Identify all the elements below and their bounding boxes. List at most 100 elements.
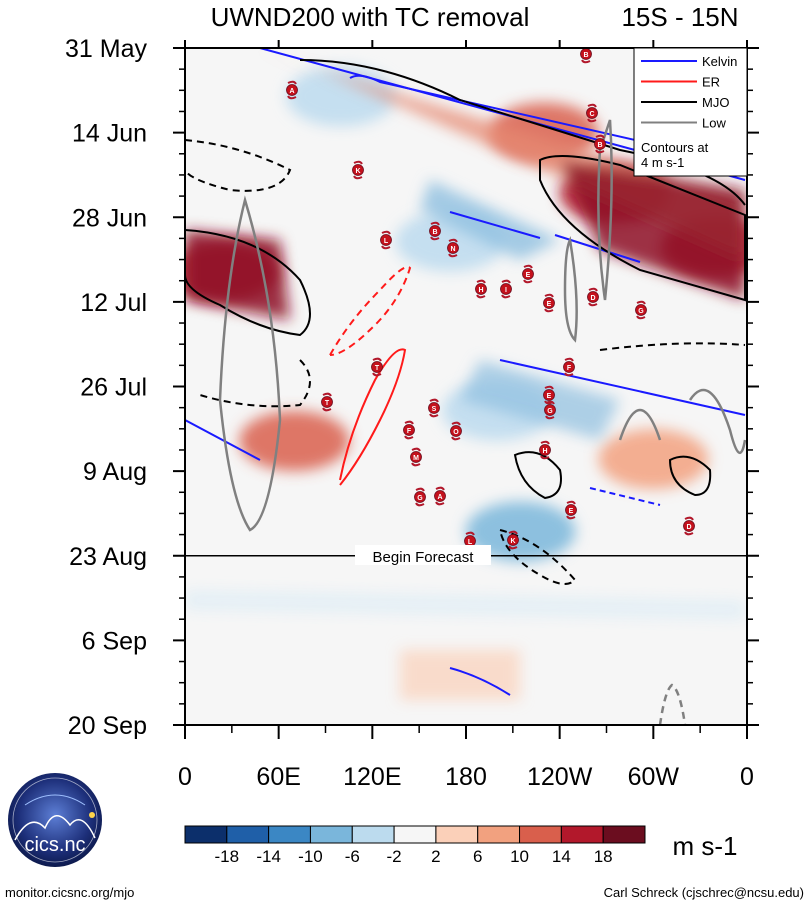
legend-label-er: ER [702, 75, 720, 90]
storm-label: L [468, 539, 473, 546]
storm-marker-e: E [565, 500, 577, 520]
storm-eye-icon [447, 242, 459, 254]
storm-arm-icon [451, 436, 461, 441]
storm-eye-icon [500, 283, 512, 295]
storm-label: L [384, 238, 389, 245]
storm-label: B [597, 142, 602, 149]
storm-arm-icon [404, 435, 414, 440]
storm-arm-icon [684, 516, 694, 521]
legend-label-low: Low [702, 116, 726, 131]
storm-eye-icon [352, 164, 364, 176]
storm-arm-icon [501, 279, 511, 284]
legend-label-mjo: MJO [702, 95, 729, 110]
storm-eye-icon [371, 361, 383, 373]
storm-arm-icon [564, 357, 574, 362]
storm-label: S [432, 406, 437, 413]
storm-marker-c: C [586, 103, 598, 123]
mjo-contour-dashed-4 [599, 342, 746, 351]
storm-marker-n: N [447, 238, 459, 258]
storm-marker-b: B [580, 48, 592, 64]
legend-box [633, 47, 748, 177]
storm-marker-b: B [594, 134, 606, 154]
storm-arm-icon [581, 59, 591, 64]
colorbar-tick-label: 10 [510, 847, 529, 866]
storm-arm-icon [430, 221, 440, 226]
storm-eye-icon [522, 268, 534, 280]
footer-right: Carl Schreck (cjschrec@ncsu.edu) [604, 885, 804, 900]
storm-arm-icon [372, 357, 382, 362]
storm-arm-icon [587, 118, 597, 123]
storm-label: A [437, 494, 442, 501]
storm-eye-icon [403, 424, 415, 436]
storm-marker-k: K [507, 530, 519, 550]
storm-label: G [417, 495, 423, 502]
colorbar-segment-9 [560, 825, 604, 844]
storm-eye-icon [594, 138, 606, 150]
storm-arm-icon [588, 287, 598, 292]
storm-marker-g: G [635, 300, 647, 320]
colorbar-segment-2 [268, 825, 311, 844]
logo-disc [8, 773, 102, 867]
storm-marker-k: K [352, 160, 364, 180]
kelvin-contour-8 [589, 487, 661, 506]
blue-band-2 [460, 360, 620, 440]
storm-arm-icon [523, 279, 533, 284]
storm-eye-icon [539, 444, 551, 456]
x-tick-label: 180 [445, 763, 487, 791]
storm-arm-icon [415, 487, 425, 492]
storm-arm-icon [435, 501, 445, 506]
storm-label: F [407, 428, 412, 435]
y-tick-label: 14 Jun [72, 120, 147, 148]
colorbar-segment-7 [477, 825, 521, 844]
storm-arm-icon [430, 236, 440, 241]
storm-arm-icon [415, 502, 425, 507]
storm-arm-icon [411, 462, 421, 467]
storm-marker-s: S [428, 398, 440, 418]
storm-marker-g: G [414, 487, 426, 507]
storm-arm-icon [353, 160, 363, 165]
storm-marker-h: H [539, 440, 551, 460]
tropical-cyclone-markers: B C B A K B L N E H I E D G F T E G T S F O M H G A E D L K [286, 48, 695, 551]
colorbar-tick-label: 2 [431, 847, 440, 866]
logo-orbit-icon [24, 794, 86, 806]
storm-eye-icon [544, 404, 556, 416]
storm-marker-l: L [380, 230, 392, 250]
storm-arm-icon [595, 134, 605, 139]
low-contour-4 [618, 388, 747, 454]
storm-eye-icon [450, 425, 462, 437]
storm-arm-icon [287, 95, 297, 100]
storm-arm-icon [540, 440, 550, 445]
storm-label: M [413, 455, 419, 462]
storm-eye-icon [587, 291, 599, 303]
colorbar-tick-label: 18 [594, 847, 613, 866]
storm-arm-icon [684, 531, 694, 536]
colorbar-tick-label: -18 [215, 847, 240, 866]
logo-text: cics.nc [24, 834, 85, 856]
storm-label: B [432, 229, 437, 236]
storm-arm-icon [544, 308, 554, 313]
storm-label: G [638, 308, 644, 315]
y-tick-label: 12 Jul [80, 289, 147, 317]
storm-eye-icon [434, 490, 446, 502]
colorbar-segment-10 [602, 825, 646, 844]
storm-arm-icon [404, 420, 414, 425]
storm-eye-icon [475, 283, 487, 295]
y-tick-label: 9 Aug [83, 458, 147, 486]
x-tick-label: 120W [527, 763, 593, 791]
storm-arm-icon [381, 230, 391, 235]
storm-arm-icon [322, 392, 332, 397]
storm-arm-icon [588, 302, 598, 307]
storm-arm-icon [476, 294, 486, 299]
storm-label: T [325, 400, 330, 407]
storm-eye-icon [543, 297, 555, 309]
colorbar-segment-0 [184, 825, 228, 844]
chart-subtitle: 15S - 15N [621, 2, 738, 32]
storm-eye-icon [507, 534, 519, 546]
logo-ring [12, 777, 98, 863]
storm-arm-icon [476, 279, 486, 284]
storm-label: F [567, 365, 572, 372]
colorbar-tick-label: 14 [552, 847, 571, 866]
kelvin-contour-7 [449, 667, 511, 696]
x-tick-label: 0 [178, 763, 192, 791]
mjo-contour-dashed-2 [199, 359, 311, 408]
